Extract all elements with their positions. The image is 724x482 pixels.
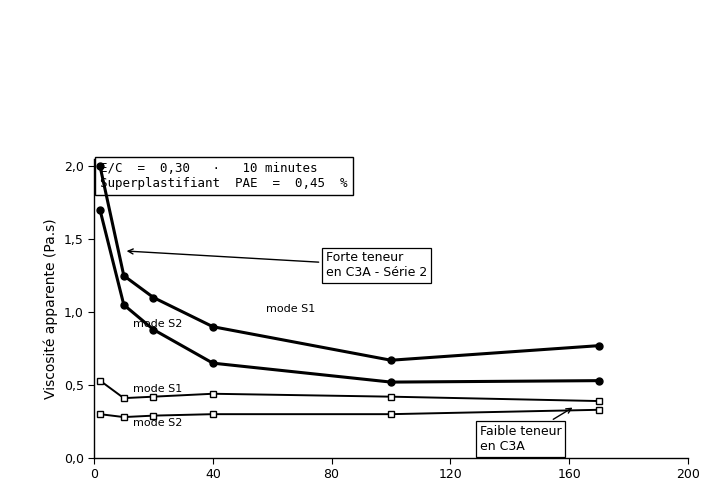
Text: Faible teneur
en C3A: Faible teneur en C3A [480,408,571,453]
Text: mode S2: mode S2 [132,418,182,428]
Text: Forte teneur
en C3A - Série 2: Forte teneur en C3A - Série 2 [128,249,427,280]
Text: E/C  =  0,30   ·   10 minutes
Superplastifiant  PAE  =  0,45  %: E/C = 0,30 · 10 minutes Superplastifiant… [100,162,348,190]
Text: mode S1: mode S1 [266,304,316,314]
Y-axis label: Viscosité apparente (Pa.s): Viscosité apparente (Pa.s) [43,218,58,399]
Text: mode S1: mode S1 [132,384,182,394]
Text: mode S2: mode S2 [132,319,182,329]
